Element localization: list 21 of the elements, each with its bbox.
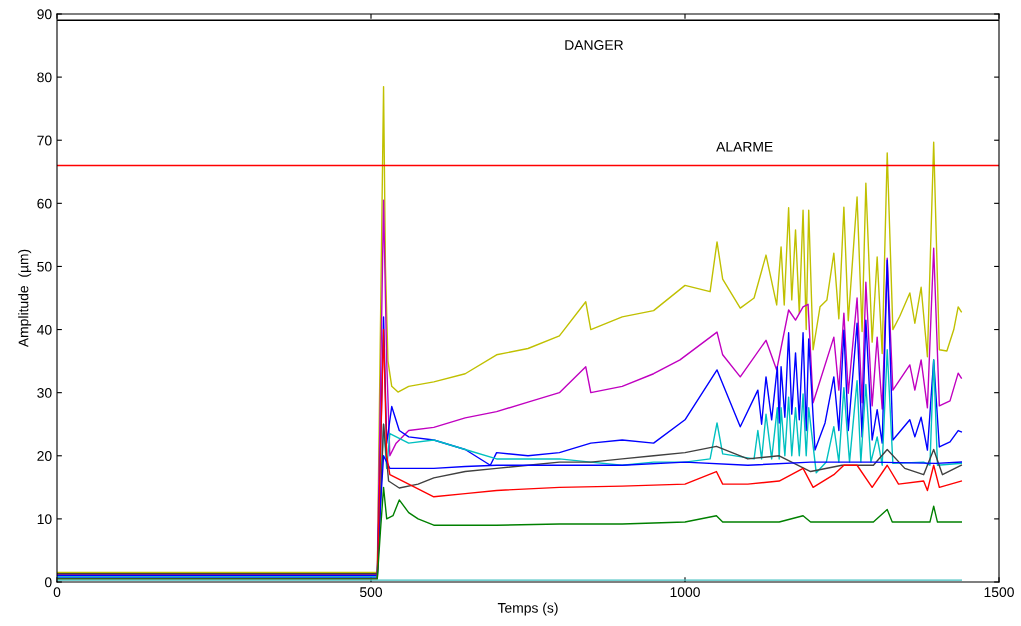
ref-line-label: DANGER — [565, 40, 624, 50]
y-tick-label: 90 — [37, 9, 52, 20]
y-axis-title: Amplitude (µm) — [18, 249, 32, 348]
y-tick-label: 50 — [37, 261, 52, 272]
y-tick-label: 60 — [37, 198, 52, 209]
y-tick-label: 10 — [37, 514, 52, 525]
x-tick-label: 1500 — [984, 587, 1014, 598]
x-tick-label: 500 — [359, 587, 383, 598]
x-axis-title: Temps (s) — [497, 602, 558, 616]
x-tick-label: 0 — [53, 587, 61, 598]
y-tick-label: 80 — [37, 72, 52, 83]
line-series — [57, 486, 963, 580]
x-tick-label: 1000 — [670, 587, 700, 598]
y-tick-label: 20 — [37, 451, 52, 461]
line-series — [57, 199, 963, 576]
line-series — [57, 423, 963, 575]
y-tick-label: 30 — [37, 388, 52, 398]
y-tick-label: 70 — [37, 135, 52, 146]
y-tick-label: 0 — [44, 577, 52, 588]
y-tick-label: 40 — [37, 324, 52, 335]
ref-line-label: ALARME — [716, 141, 773, 152]
